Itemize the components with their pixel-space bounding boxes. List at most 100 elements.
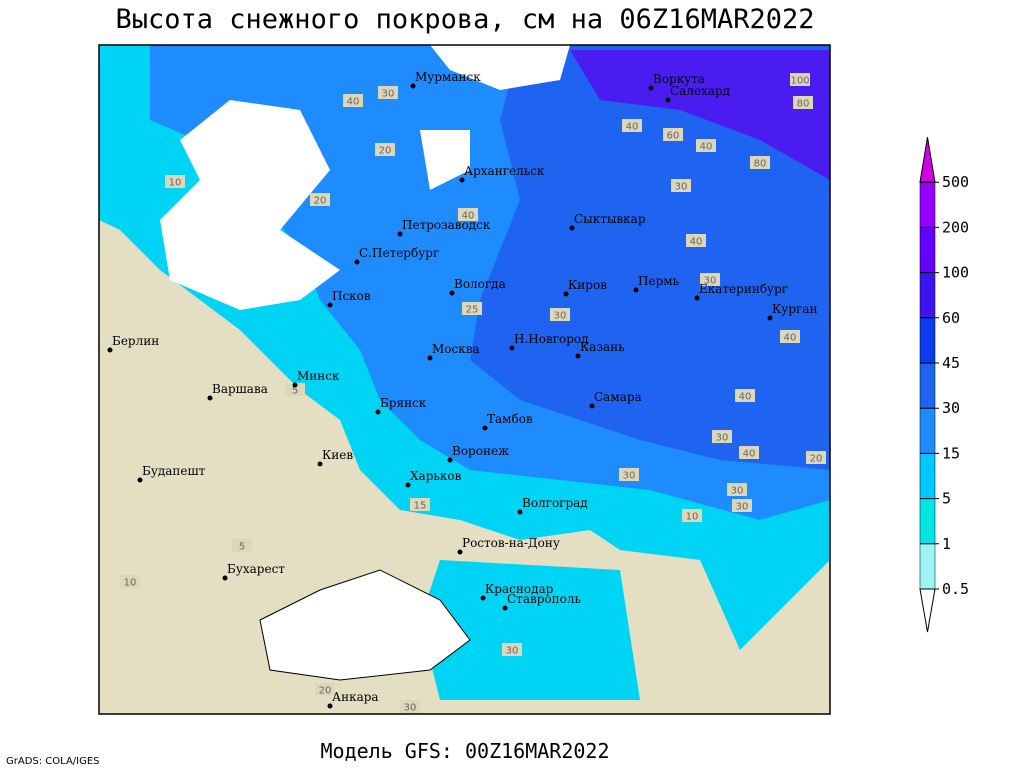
contour-label-box: [793, 96, 813, 109]
contour-label-box: [806, 451, 826, 464]
contour-label: 10: [686, 512, 699, 523]
contour-label: 10: [124, 578, 137, 589]
city-label: Волгоград: [522, 496, 588, 510]
city-label: Курган: [772, 302, 817, 316]
city-label: Брянск: [380, 396, 427, 410]
city-dot: [569, 225, 575, 231]
contour-label-box: [310, 193, 330, 206]
snow-area: [470, 45, 830, 470]
city-dot: [397, 231, 403, 237]
city-dot: [317, 461, 323, 467]
colorbar-label: 1: [942, 535, 951, 553]
contour-label: 80: [797, 99, 810, 110]
credit: GrADS: COLA/IGES: [6, 756, 100, 767]
city-dot: [354, 259, 360, 265]
sea: [420, 130, 470, 190]
contour-label-box: [622, 119, 642, 132]
contour-label-box: [550, 308, 570, 321]
city-dot: [665, 97, 671, 103]
contour-label: 20: [319, 686, 332, 697]
contour-label-box: [739, 446, 759, 459]
city-dot: [517, 509, 523, 515]
city-label: Ставрополь: [507, 592, 581, 606]
colorbar-label: 200: [942, 218, 969, 236]
contour-label-box: [682, 509, 702, 522]
city-label: Анкара: [332, 690, 379, 704]
contour-label: 60: [667, 131, 680, 142]
colorbar-band: [919, 317, 936, 364]
colorbar-cap: [919, 137, 936, 183]
city-label: Вологда: [454, 277, 506, 291]
city-label: Воркута: [653, 72, 705, 86]
city-label: Минск: [297, 369, 340, 383]
contour-label-box: [732, 499, 752, 512]
contour-label-box: [750, 156, 770, 169]
contour-label: 30: [675, 182, 688, 193]
city-dot: [767, 315, 773, 321]
colorbar-band: [919, 227, 936, 273]
city-dot: [137, 477, 143, 483]
contour-label: 20: [379, 146, 392, 157]
contour-label-box: [343, 94, 363, 107]
city-label: Самара: [594, 390, 642, 404]
colorbar-label: 100: [942, 264, 969, 282]
city-label: Москва: [432, 342, 480, 356]
city-label: Киров: [568, 278, 607, 292]
contour-label-box: [619, 468, 639, 481]
city-label: Варшава: [212, 382, 268, 396]
colorbar-label: 500: [942, 173, 969, 191]
contour-label: 30: [382, 89, 395, 100]
contour-label: 30: [506, 646, 519, 657]
city-label: Будапешт: [142, 464, 206, 478]
city-label: Екатеринбург: [699, 282, 788, 296]
contour-label: 40: [462, 211, 475, 222]
colorbar-band: [919, 498, 936, 545]
contour-label-box: [790, 73, 810, 86]
colorbar-band: [919, 181, 936, 228]
city-dot: [447, 457, 453, 463]
city-dot: [459, 177, 465, 183]
city-label: Архангельск: [464, 164, 545, 178]
contour-label: 100: [790, 76, 809, 87]
city-dot: [694, 295, 700, 301]
city-label: Мурманск: [415, 70, 481, 84]
colorbar-label: 15: [942, 444, 960, 462]
contour-label-box: [458, 208, 478, 221]
contour-label-box: [410, 498, 430, 511]
city-dot: [575, 353, 581, 359]
contour-label: 15: [414, 501, 427, 512]
footer: Модель GFS: 00Z16MAR2022: [321, 739, 610, 763]
contour-label: 10: [169, 178, 182, 189]
contour-label-box: [232, 539, 252, 552]
contour-label-box: [780, 330, 800, 343]
contour-label-box: [285, 383, 305, 396]
city-dot: [480, 595, 486, 601]
contour-label-box: [315, 683, 335, 696]
contour-label: 30: [554, 311, 567, 322]
contour-label: 40: [700, 142, 713, 153]
city-dot: [589, 403, 595, 409]
colorbar-band: [919, 543, 936, 590]
contour-label-box: [671, 179, 691, 192]
colorbar-cap: [919, 588, 936, 633]
city-label: Н.Новгород: [514, 332, 589, 346]
city-label: Псков: [332, 289, 371, 303]
contour-label-box: [735, 389, 755, 402]
city-dot: [107, 347, 113, 353]
contour-label: 20: [810, 454, 823, 465]
title: Высота снежного покрова, см на 06Z16MAR2…: [116, 4, 815, 35]
contour-label: 40: [347, 97, 360, 108]
sea: [160, 100, 340, 310]
colorbar-label: 60: [942, 309, 960, 327]
city-dot: [457, 549, 463, 555]
city-label: Берлин: [112, 334, 159, 348]
contour-label: 20: [314, 196, 327, 207]
contour-label: 30: [716, 433, 729, 444]
city-dot: [648, 85, 654, 91]
contour-label: 40: [739, 392, 752, 403]
contour-label: 80: [754, 159, 767, 170]
colorbar-band: [919, 453, 936, 499]
city-dot: [327, 302, 333, 308]
contour-label: 5: [292, 386, 298, 397]
